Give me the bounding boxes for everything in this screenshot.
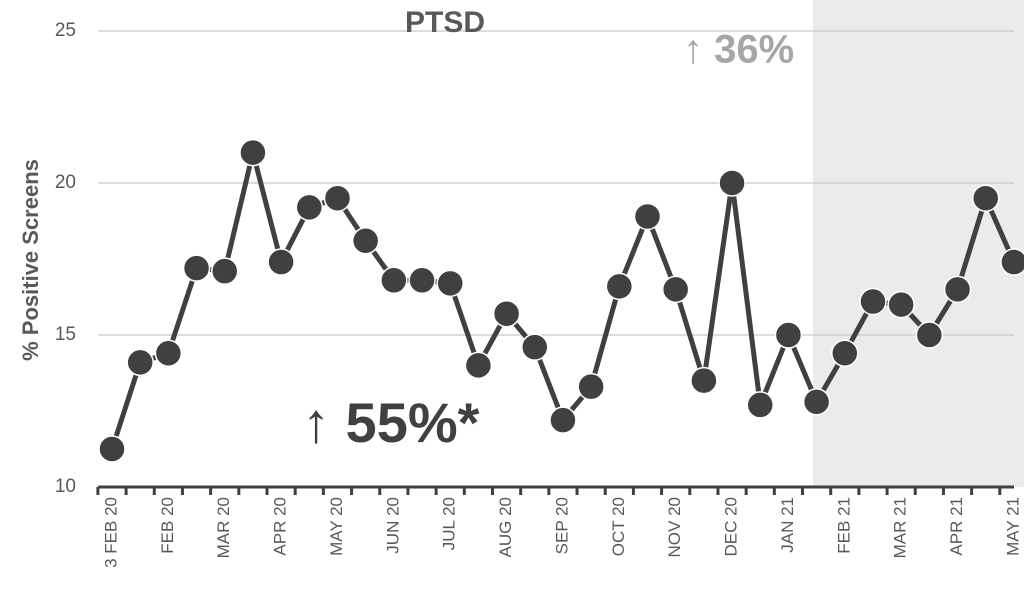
x-tick-label: AUG 20 (496, 497, 515, 557)
x-tick-label: SEP 20 (552, 497, 571, 554)
point (323, 184, 352, 212)
point (859, 287, 887, 316)
point (408, 266, 436, 295)
point (605, 272, 634, 301)
point (182, 254, 211, 282)
x-tick-label: MAY 20 (327, 497, 346, 556)
point (718, 169, 746, 197)
point (915, 321, 944, 349)
point (154, 339, 183, 367)
x-tick-label: OCT 20 (609, 497, 628, 556)
y-tick-label: 15 (55, 324, 76, 345)
point (577, 372, 605, 401)
point (380, 266, 408, 295)
point (126, 348, 154, 377)
point (774, 321, 803, 349)
x-tick-label: MAY 21 (1003, 497, 1022, 556)
x-tick-label: FEB 21 (834, 497, 853, 554)
point (351, 227, 380, 255)
annotation: ↑ 36% (683, 28, 794, 72)
point (802, 388, 831, 416)
y-axis-label: % Positive Screens (18, 159, 43, 361)
point (295, 193, 324, 222)
point (943, 275, 972, 304)
x-tick-label: JUL 20 (440, 497, 459, 550)
point (492, 299, 521, 328)
point (633, 202, 662, 231)
point (971, 184, 1000, 212)
x-tick-label: MAR 21 (891, 497, 910, 558)
y-tick-label: 10 (55, 476, 76, 497)
point (746, 391, 774, 419)
point (831, 339, 859, 367)
x-tick-label: DEC 20 (722, 497, 741, 557)
point (521, 333, 549, 361)
point (436, 269, 464, 298)
x-tick-label: APR 20 (271, 497, 290, 556)
y-tick-label: 25 (55, 20, 76, 41)
point (464, 351, 493, 380)
x-tick-label: NOV 20 (665, 497, 684, 557)
point (1000, 248, 1024, 276)
point (267, 248, 295, 276)
chart-title: PTSD (405, 6, 485, 39)
shaded-period (813, 0, 1024, 487)
point (690, 366, 718, 395)
point (549, 406, 577, 434)
point (661, 275, 690, 304)
y-tick-label: 20 (55, 172, 76, 193)
point (887, 290, 915, 319)
point (98, 435, 126, 463)
x-tick-label: JUN 20 (383, 497, 402, 554)
point (210, 257, 239, 285)
annotation: ↑ 55%* (302, 391, 480, 454)
x-tick-label: MAR 20 (214, 497, 233, 558)
x-tick-label: APR 21 (947, 497, 966, 556)
x-tick-label: 3 FEB 20 (101, 497, 120, 568)
x-tick-label: JAN 21 (778, 497, 797, 553)
point (239, 138, 267, 167)
x-tick-label: FEB 20 (158, 497, 177, 554)
